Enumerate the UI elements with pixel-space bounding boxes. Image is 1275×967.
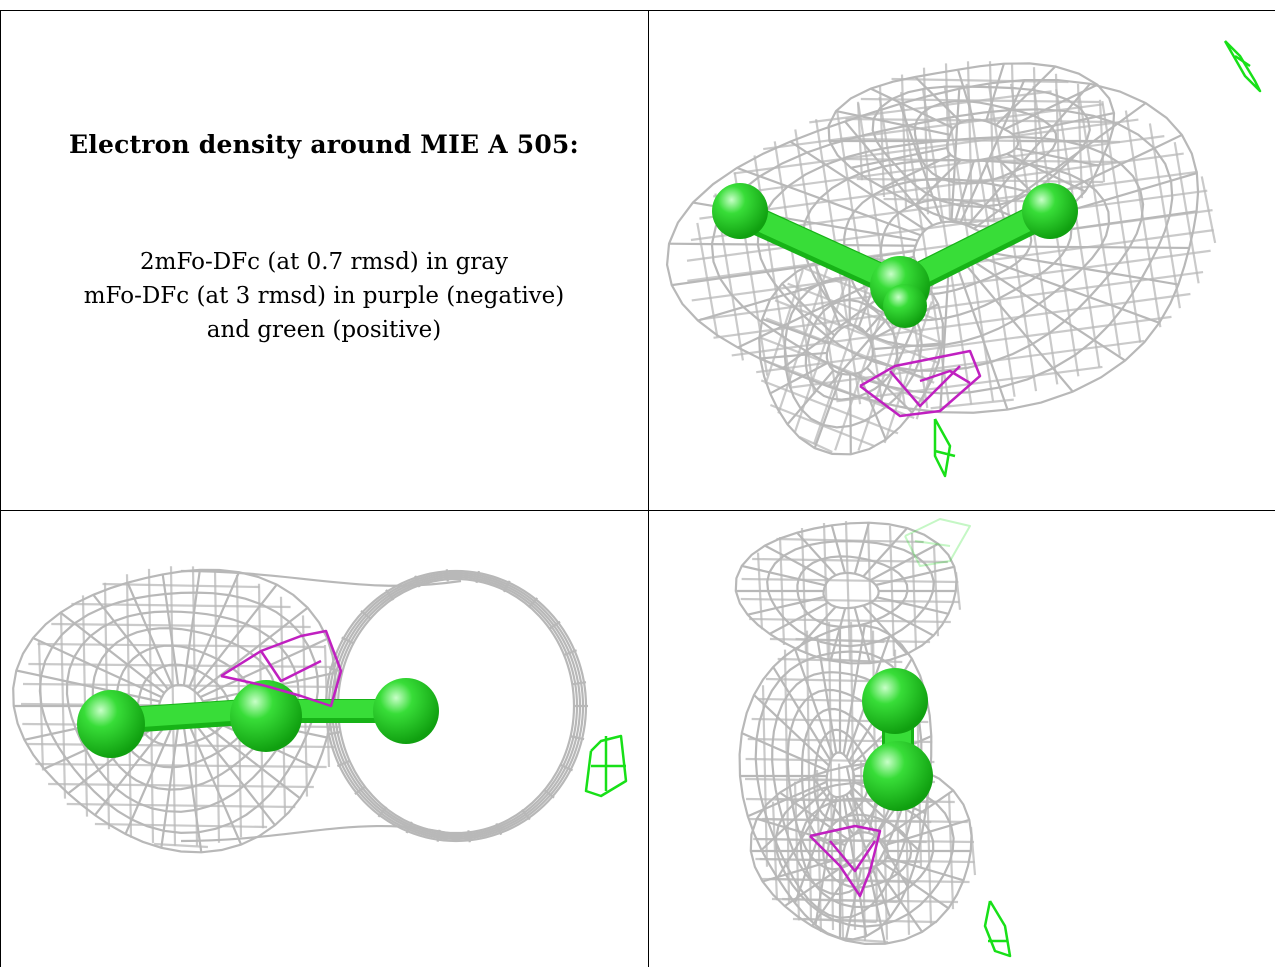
atom-3 [1022, 183, 1078, 239]
density-mesh-gray-lobe [827, 61, 1120, 229]
positive-density-cage-1 [933, 418, 956, 478]
border-top [0, 10, 1275, 11]
density-mesh-gray-ring [180, 569, 588, 843]
atom-3 [373, 678, 439, 744]
legend-fofc-negative: mFo-DFc (at 3 rmsd) in purple (negative) [83, 283, 565, 309]
atom-1 [712, 183, 768, 239]
legend-fofc-positive: and green (positive) [206, 317, 442, 343]
view-bottom-left [1, 511, 648, 967]
positive-density-cage [584, 734, 628, 798]
density-view-3 [734, 518, 1012, 958]
positive-density-cage-2 [904, 518, 971, 567]
figure-title: Electron density around MIE A 505: [69, 130, 579, 159]
border-middle-horizontal [0, 510, 1275, 511]
density-mesh-gray-left [12, 566, 341, 854]
negative-density-cage [859, 349, 982, 418]
atom-2 [230, 680, 302, 752]
negative-density-cage [809, 824, 882, 898]
border-left [0, 10, 1, 967]
atom-2b [883, 284, 927, 328]
density-view-1 [665, 40, 1262, 478]
border-middle-vertical [648, 10, 649, 967]
figure-description: 2mFo-DFc (at 0.7 rmsd) in gray mFo-DFc (… [0, 245, 648, 347]
legend-2fofc: 2mFo-DFc (at 0.7 rmsd) in gray [140, 249, 508, 275]
density-mesh-gray-lower [758, 251, 944, 456]
atom-1 [77, 690, 145, 758]
density-view-2 [12, 566, 628, 854]
caption-cell: Electron density around MIE A 505: 2mFo-… [0, 0, 648, 510]
atom-1 [862, 668, 928, 734]
atom-2 [863, 741, 933, 811]
positive-density-cage-1 [983, 900, 1012, 958]
view-bottom-right [650, 511, 1275, 967]
positive-density-cage-2 [1223, 40, 1262, 93]
negative-density-cage [220, 629, 343, 708]
view-top-right [650, 11, 1275, 509]
